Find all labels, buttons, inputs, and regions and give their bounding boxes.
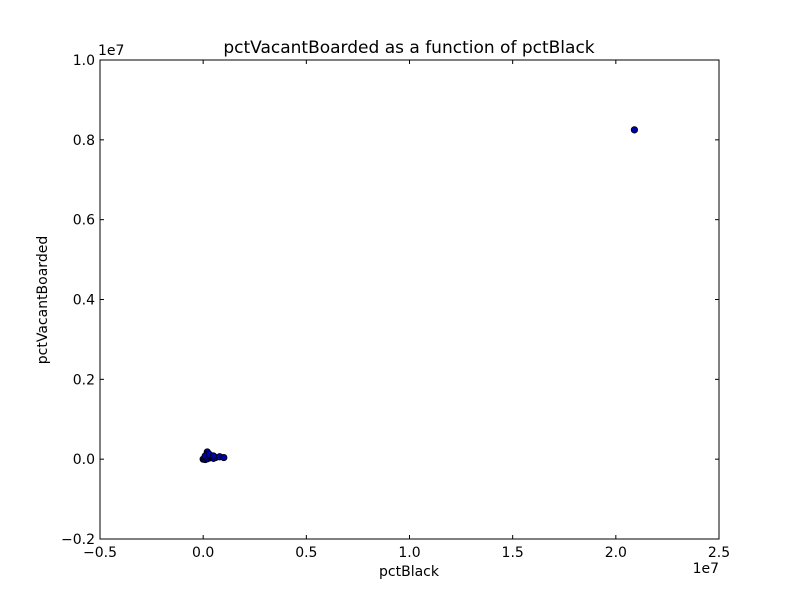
x-tick-label: 1.0 [398, 545, 420, 561]
x-tick-label: 2.0 [605, 545, 627, 561]
y-tick-label: 0.0 [73, 452, 95, 468]
y-tick-label: 0.4 [73, 293, 95, 309]
y-offset-label: 1e7 [98, 43, 124, 59]
x-tick-label: 1.5 [502, 545, 524, 561]
x-axis-label: pctBlack [379, 564, 440, 580]
data-point [209, 452, 218, 460]
y-tick-label: 0.6 [73, 213, 95, 229]
y-axis-ticks: −0.2 0.0 0.2 0.4 0.6 0.8 1.0 [61, 53, 719, 548]
plot-area [100, 60, 719, 539]
data-point [630, 126, 639, 134]
y-axis-label: pctVacantBoarded [35, 236, 51, 364]
y-tick-label: 0.8 [73, 133, 95, 149]
plot-frame [99, 59, 720, 540]
x-tick-label: −0.5 [83, 545, 117, 561]
data-points [199, 126, 639, 464]
chart-title: pctVacantBoarded as a function of pctBla… [223, 38, 594, 58]
x-offset-label: 1e7 [693, 561, 719, 577]
y-tick-label: 1.0 [73, 53, 95, 69]
x-tick-label: 0.5 [295, 545, 317, 561]
y-tick-label: 0.2 [73, 372, 95, 388]
x-tick-label: 2.5 [708, 545, 730, 561]
data-point [220, 453, 228, 462]
y-tick-label: −0.2 [61, 532, 95, 548]
x-tick-label: 0.0 [192, 545, 214, 561]
